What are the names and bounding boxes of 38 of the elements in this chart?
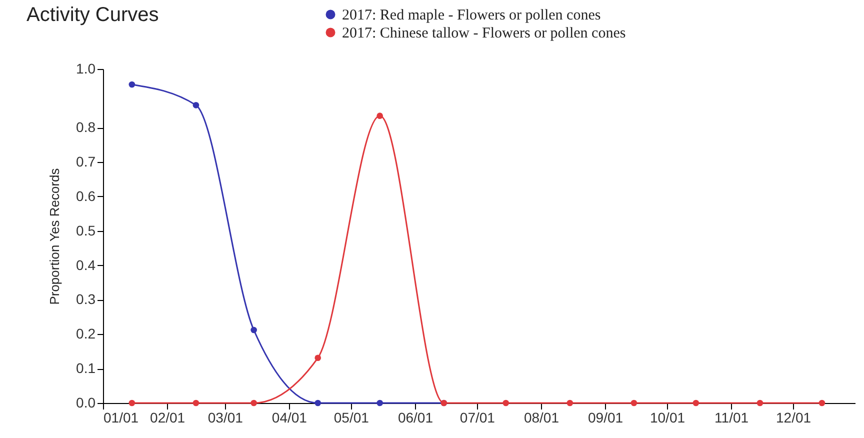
point	[314, 400, 322, 406]
y-tick-label: 0.4	[76, 256, 96, 273]
point	[692, 400, 700, 406]
x-tick-label: 12/01	[776, 410, 812, 426]
x-tick-label: 02/01	[150, 410, 186, 426]
legend-label: 2017: Red maple - Flowers or pollen cones	[342, 8, 601, 24]
y-axis-title: Proportion Yes Records	[47, 168, 62, 305]
point	[376, 400, 383, 406]
legend-label: 2017: Chinese tallow - Flowers or pollen cones	[342, 26, 626, 42]
x-tick-label: 03/01	[208, 410, 244, 426]
y-tick-label: 0.1	[76, 360, 96, 376]
x-tick-label: 06/01	[398, 410, 434, 426]
y-tick-label: 0.8	[76, 119, 96, 136]
point	[502, 400, 510, 406]
y-tick-label: 0.2	[76, 326, 96, 342]
point	[314, 354, 322, 362]
x-tick-label: 01/01	[104, 410, 139, 426]
point	[250, 326, 257, 334]
point	[250, 400, 257, 406]
x-tick-label: 09/01	[588, 410, 624, 426]
y-tick-label: 0.3	[76, 291, 96, 308]
point	[376, 112, 383, 119]
y-tick-label: 0.5	[76, 222, 96, 238]
y-tick-label: 0.6	[76, 188, 96, 204]
x-tick-label: 08/01	[524, 410, 560, 426]
y-tick-label: 0.0	[76, 394, 96, 410]
x-tick-label: 05/01	[334, 410, 370, 426]
y-tick-label: 0.7	[76, 153, 96, 170]
x-tick-label: 04/01	[272, 410, 308, 426]
point	[566, 400, 574, 406]
x-tick-label: 07/01	[460, 410, 496, 426]
y-tick-label: 1.0	[76, 60, 96, 76]
point	[818, 400, 826, 406]
chart-title: Activity Curves	[26, 4, 159, 26]
point	[756, 400, 764, 406]
x-tick-label: 11/01	[714, 410, 749, 426]
x-tick-label: 10/01	[650, 410, 686, 426]
point	[630, 400, 638, 406]
